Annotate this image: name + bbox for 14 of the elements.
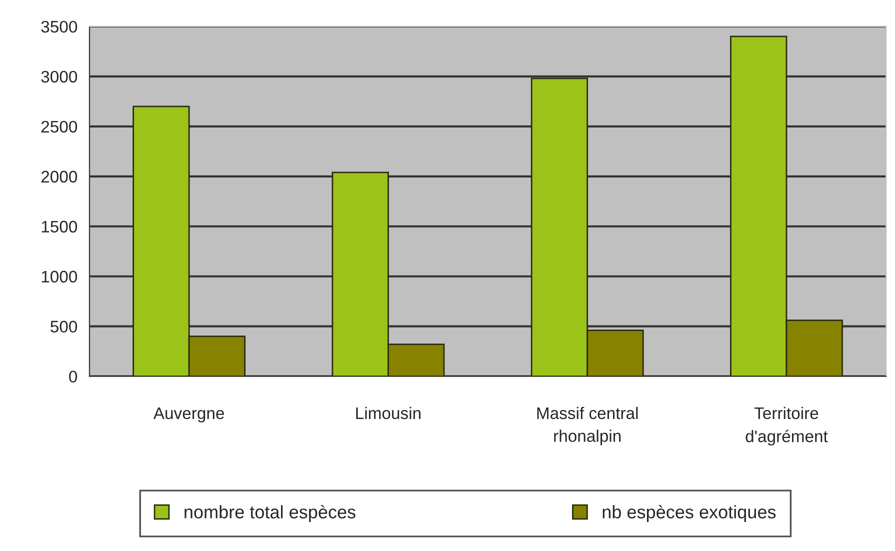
- x-tick-label: Territoire d'agrément: [746, 406, 828, 446]
- y-tick-label: 2000: [41, 170, 78, 183]
- x-tick-label: Massif central rhonalpin: [537, 406, 638, 446]
- y-tick-label: 3000: [41, 70, 78, 83]
- legend-label: nb espèces exotiques: [602, 504, 776, 522]
- y-tick-label: 2500: [41, 120, 78, 133]
- y-tick-label: 0: [69, 370, 78, 383]
- y-tick-label: 1000: [42, 270, 78, 283]
- legend-label: nombre total espèces: [184, 504, 356, 522]
- y-tick-label: 500: [50, 320, 78, 333]
- y-tick-label: 3500: [41, 20, 78, 33]
- x-tick-label: Auvergne: [153, 408, 224, 422]
- x-tick-label: Limousin: [356, 406, 420, 420]
- y-tick-label: 1500: [42, 220, 78, 233]
